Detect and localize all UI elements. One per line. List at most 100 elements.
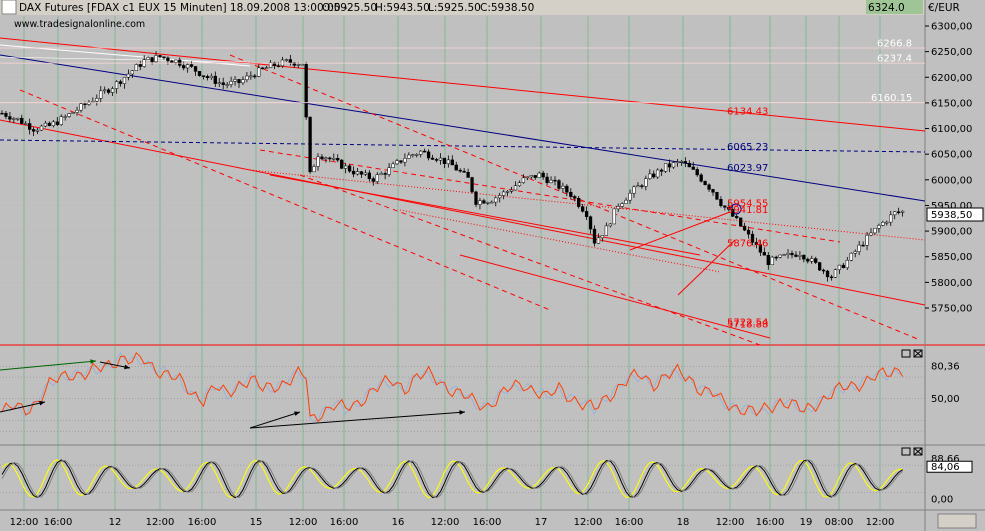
candle-body-87 bbox=[344, 165, 348, 169]
candle-body-124 bbox=[490, 201, 494, 204]
value-axis[interactable] bbox=[925, 0, 985, 531]
candle-body-128 bbox=[505, 191, 510, 193]
candle-body-126 bbox=[498, 195, 502, 199]
candle-body-214 bbox=[845, 260, 849, 269]
candle-body-209 bbox=[825, 270, 830, 278]
level-label-1: 6237.4 bbox=[877, 54, 912, 65]
candle-body-102 bbox=[403, 158, 407, 163]
stoch-tick-2: 0,00 bbox=[931, 494, 953, 505]
candle-body-43 bbox=[170, 60, 174, 63]
price-tick-9: 5850,00 bbox=[931, 252, 972, 263]
rsi-arrow-mid-head bbox=[294, 411, 300, 416]
candle-body-216 bbox=[853, 251, 857, 254]
candle-body-47 bbox=[186, 64, 190, 69]
level-label-9: 5722.54 bbox=[727, 318, 768, 329]
candle-body-21 bbox=[83, 103, 87, 105]
candle-body-129 bbox=[509, 189, 514, 192]
candle-body-137 bbox=[541, 172, 545, 178]
candle-body-181 bbox=[715, 191, 719, 200]
candle-body-158 bbox=[624, 199, 628, 204]
rsi-tick-1: 50,00 bbox=[931, 394, 960, 405]
candle-body-115 bbox=[454, 164, 458, 171]
stoch-pane[interactable] bbox=[0, 446, 925, 510]
time-axis[interactable] bbox=[0, 511, 925, 531]
rsi-arrow-top-head bbox=[124, 364, 130, 370]
candle-body-167 bbox=[660, 169, 664, 172]
candle-body-64 bbox=[253, 75, 257, 78]
candle-body-200 bbox=[790, 252, 794, 256]
source-watermark: www.tradesignalonline.com bbox=[14, 19, 145, 30]
candle-body-97 bbox=[383, 173, 387, 175]
time-tick-14: 18 bbox=[677, 517, 690, 528]
candle-body-151 bbox=[596, 237, 601, 244]
candle-body-192 bbox=[758, 244, 763, 253]
candle-body-46 bbox=[182, 65, 186, 69]
candle-body-30 bbox=[118, 81, 123, 84]
rsi-pane-close-icon[interactable] bbox=[913, 349, 923, 358]
candle-body-162 bbox=[640, 185, 644, 187]
time-tick-19: 12:00 bbox=[866, 517, 895, 528]
time-tick-10: 16:00 bbox=[473, 517, 502, 528]
candle-body-133 bbox=[525, 176, 530, 179]
candle-body-172 bbox=[679, 161, 684, 163]
candle-body-40 bbox=[158, 55, 162, 58]
candle-body-120 bbox=[474, 191, 478, 205]
candle-body-5 bbox=[20, 117, 24, 124]
candle-body-199 bbox=[786, 252, 790, 255]
candle-body-170 bbox=[671, 162, 676, 168]
candle-body-92 bbox=[363, 172, 368, 175]
price-tick-4: 6100,00 bbox=[931, 124, 972, 135]
candle-body-69 bbox=[272, 62, 277, 67]
candle-body-227 bbox=[897, 211, 901, 214]
candle-body-178 bbox=[703, 181, 707, 185]
candle-body-34 bbox=[134, 64, 138, 71]
candle-body-85 bbox=[336, 158, 340, 161]
candle-body-48 bbox=[189, 64, 194, 67]
candle-body-191 bbox=[754, 242, 759, 245]
candle-body-29 bbox=[114, 81, 119, 89]
candle-body-12 bbox=[47, 122, 52, 126]
time-tick-9: 12:00 bbox=[431, 517, 460, 528]
candle-body-215 bbox=[849, 252, 853, 261]
candle-body-83 bbox=[328, 157, 332, 160]
candle-body-154 bbox=[608, 223, 612, 227]
candle-body-130 bbox=[513, 185, 518, 191]
candle-body-176 bbox=[695, 169, 699, 176]
last-price-label: 5938,50 bbox=[931, 210, 972, 221]
candle-body-104 bbox=[411, 154, 415, 156]
candle-body-113 bbox=[446, 159, 451, 164]
candle-body-201 bbox=[794, 254, 798, 257]
stoch-pane-maximize-icon[interactable] bbox=[901, 447, 911, 456]
level-label-0: 6266.8 bbox=[877, 39, 912, 50]
candle-body-96 bbox=[379, 173, 383, 175]
candle-body-80 bbox=[316, 156, 320, 167]
rsi-line bbox=[1, 351, 904, 423]
stoch-k-line bbox=[1, 459, 903, 499]
candle-body-27 bbox=[107, 89, 111, 93]
level-label-2: 6160.15 bbox=[871, 93, 912, 104]
candle-body-196 bbox=[774, 256, 778, 259]
candle-body-140 bbox=[553, 179, 557, 182]
candle-body-13 bbox=[51, 121, 56, 126]
candle-body-68 bbox=[268, 62, 273, 68]
candle-body-22 bbox=[87, 101, 91, 105]
candle-body-95 bbox=[375, 174, 379, 182]
level-label-8: 5876.46 bbox=[727, 239, 768, 250]
channel-upper bbox=[0, 37, 926, 132]
rsi-arrow-green bbox=[0, 360, 97, 371]
candle-body-6 bbox=[24, 123, 28, 125]
candle-body-51 bbox=[201, 75, 206, 77]
candle-body-66 bbox=[261, 67, 265, 70]
scroll-handle[interactable] bbox=[937, 513, 977, 529]
candle-body-123 bbox=[486, 202, 490, 204]
rsi-pane-maximize-icon[interactable] bbox=[901, 349, 911, 358]
stoch-pane-close-icon[interactable] bbox=[913, 447, 923, 456]
level-labels: 6266.8 6237.4 6160.15 6134.43 6065.23 6023.97… bbox=[0, 39, 925, 330]
time-tick-12: 12:00 bbox=[574, 517, 603, 528]
candle-body-139 bbox=[549, 179, 553, 184]
candle-body-38 bbox=[150, 57, 154, 63]
candle-body-208 bbox=[821, 269, 826, 272]
candle-body-86 bbox=[340, 159, 344, 169]
